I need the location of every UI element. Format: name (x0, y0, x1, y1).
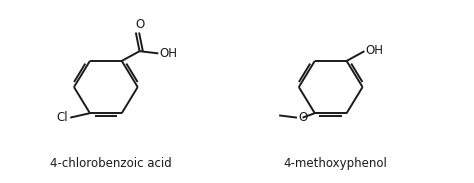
Text: OH: OH (159, 47, 177, 60)
Text: O: O (298, 111, 307, 124)
Text: 4-methoxyphenol: 4-methoxyphenol (283, 157, 387, 170)
Text: Cl: Cl (57, 111, 68, 124)
Text: O: O (135, 18, 144, 31)
Text: 4-chlorobenzoic acid: 4-chlorobenzoic acid (50, 157, 172, 170)
Text: OH: OH (366, 44, 384, 57)
